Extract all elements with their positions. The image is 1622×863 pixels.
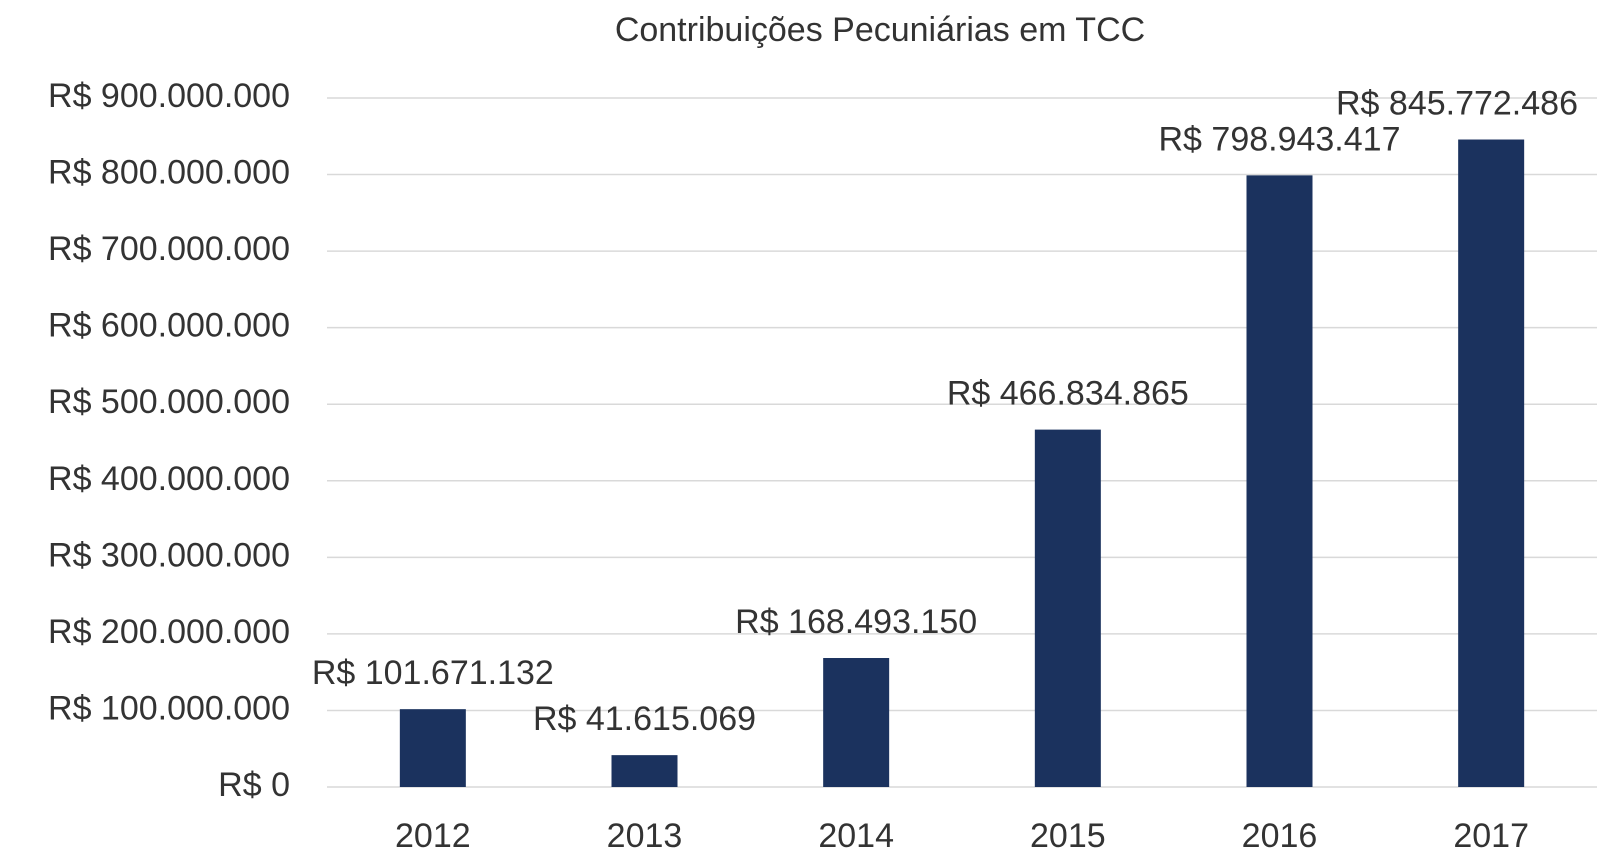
bar	[1458, 139, 1525, 788]
y-tick-label: R$ 800.000.000	[48, 154, 290, 192]
y-tick-label: R$ 200.000.000	[48, 613, 290, 651]
y-tick-label: R$ 400.000.000	[48, 460, 290, 498]
data-label: R$ 168.493.150	[735, 603, 977, 641]
bar	[1246, 175, 1313, 787]
x-tick-label: 2016	[1242, 817, 1318, 855]
x-tick-label: 2015	[1030, 817, 1106, 855]
data-label: R$ 101.671.132	[312, 654, 554, 692]
bar	[1034, 429, 1101, 787]
data-label: R$ 41.615.069	[533, 700, 756, 738]
y-tick-label: R$ 0	[218, 766, 290, 804]
x-tick-label: 2014	[818, 817, 894, 855]
y-tick-label: R$ 300.000.000	[48, 536, 290, 574]
y-tick-label: R$ 700.000.000	[48, 230, 290, 268]
data-label: R$ 845.772.486	[1336, 84, 1578, 122]
chart-title: Contribuições Pecuniárias em TCC	[615, 11, 1145, 49]
bar	[823, 658, 890, 787]
data-label: R$ 466.834.865	[947, 375, 1189, 413]
y-tick-label: R$ 500.000.000	[48, 383, 290, 421]
data-label: R$ 798.943.417	[1159, 120, 1401, 158]
y-tick-label: R$ 600.000.000	[48, 307, 290, 345]
x-tick-label: 2013	[607, 817, 683, 855]
x-tick-label: 2012	[395, 817, 471, 855]
bar	[611, 755, 678, 787]
x-tick-label: 2017	[1453, 817, 1529, 855]
y-tick-label: R$ 100.000.000	[48, 689, 290, 727]
bar	[399, 709, 466, 787]
y-tick-label: R$ 900.000.000	[48, 77, 290, 115]
